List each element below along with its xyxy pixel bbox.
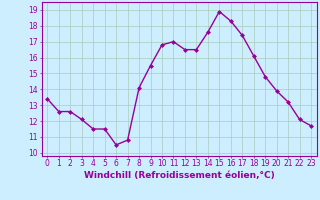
X-axis label: Windchill (Refroidissement éolien,°C): Windchill (Refroidissement éolien,°C) (84, 171, 275, 180)
